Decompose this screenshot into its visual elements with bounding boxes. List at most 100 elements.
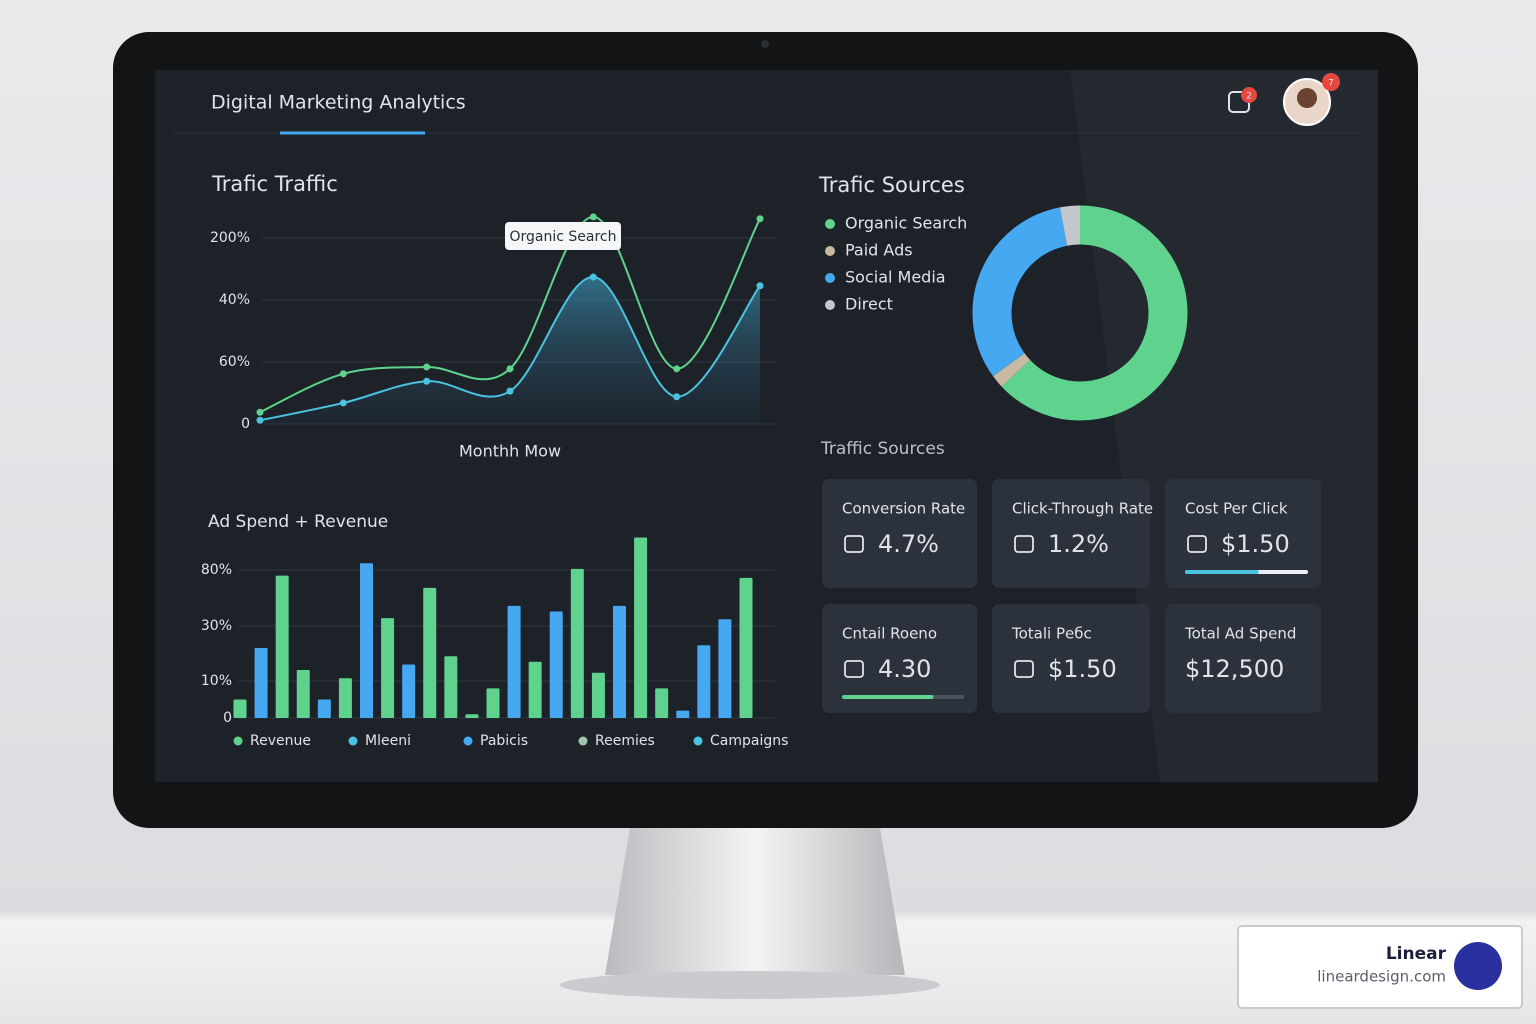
bar — [613, 605, 626, 718]
donut-slice — [1001, 205, 1188, 421]
kpi-label: Total Ad Spend — [1184, 625, 1296, 643]
legend-label: Pabicis — [480, 733, 528, 749]
bar — [697, 645, 711, 718]
tooltip — [505, 222, 621, 250]
watermark-logo — [1454, 942, 1502, 990]
kpi-value: 4.30 — [878, 655, 931, 683]
watermark-brand: Linear — [1386, 944, 1447, 964]
stand-base — [560, 971, 940, 999]
dashboard: Trafic Traffic 0 60% 40% 200% Monthh Mow Organ… — [201, 172, 1321, 749]
bar — [317, 699, 331, 718]
point — [589, 213, 597, 221]
bar — [423, 587, 437, 718]
bar — [549, 611, 563, 718]
bar — [444, 656, 458, 718]
point — [339, 399, 347, 407]
kpi-label: Totali Pебc — [1011, 625, 1092, 643]
bar — [338, 678, 352, 718]
kpi-label: Click-Through Rate — [1012, 500, 1153, 518]
kpi-label: Cntail Roeno — [842, 625, 937, 643]
kpi-icon — [1014, 660, 1034, 678]
bar — [570, 568, 584, 718]
kpi-card — [992, 604, 1150, 713]
bar — [634, 537, 648, 718]
donut-slice — [972, 207, 1068, 377]
legend-label: Paid Ads — [845, 241, 913, 260]
bar — [465, 714, 479, 718]
y-tick-label: 200% — [210, 230, 250, 246]
app-title: Digital Marketing Analytics — [211, 92, 466, 114]
bar — [402, 664, 416, 718]
point — [673, 365, 681, 373]
bar — [254, 648, 268, 718]
donut-slice — [1059, 205, 1081, 246]
legend-dot — [693, 736, 703, 746]
point — [423, 363, 431, 371]
bar — [739, 577, 753, 718]
kpi-value: $1.50 — [1221, 530, 1290, 558]
legend-dot — [578, 736, 588, 746]
avatar-badge — [1322, 73, 1340, 91]
bar — [591, 672, 605, 718]
badge-text: 7 — [1328, 79, 1334, 89]
kpi-label: Conversion Rate — [842, 500, 965, 518]
progress-bar — [1185, 570, 1259, 574]
section-caption: Traffic Sources — [820, 439, 945, 459]
stand-neck — [605, 828, 905, 975]
point — [423, 377, 431, 385]
legend-label: Direct — [845, 295, 893, 314]
watermark-site: lineardesign.com — [1317, 968, 1446, 986]
legend-dot — [348, 736, 358, 746]
notification-badge — [1241, 87, 1257, 103]
kpi-card — [822, 479, 977, 588]
legend-dot — [825, 219, 835, 229]
bar — [718, 619, 732, 718]
x-axis-label: Monthh Mow — [459, 442, 561, 461]
y-tick-label: 30% — [201, 618, 232, 634]
legend-label: Campaigns — [710, 733, 788, 749]
bar — [360, 563, 373, 718]
kpi-value: $1.50 — [1048, 655, 1117, 683]
legend-dot — [825, 273, 835, 283]
bar — [486, 688, 500, 718]
point — [256, 416, 264, 424]
kpi-label: Cost Per Click — [1185, 500, 1288, 518]
point — [756, 215, 764, 223]
legend-label: Reemies — [595, 733, 655, 749]
kpi-card — [822, 604, 977, 713]
legend-label: Social Media — [845, 268, 946, 287]
bar — [233, 699, 247, 718]
kpi-icon — [844, 535, 864, 553]
badge-text: 2 — [1246, 92, 1252, 102]
watermark-box — [1237, 925, 1523, 1009]
kpi-icon — [1187, 535, 1207, 553]
y-tick-label: 10% — [201, 673, 232, 689]
point — [673, 393, 681, 401]
bar — [275, 575, 289, 718]
y-tick-label: 40% — [219, 292, 250, 308]
kpi-icon — [844, 660, 864, 678]
y-tick-label: 60% — [219, 354, 250, 370]
y-tick-label: 80% — [201, 562, 232, 578]
legend-dot — [825, 246, 835, 256]
line — [259, 215, 761, 414]
kpi-card — [992, 479, 1150, 588]
legend-label: Mleeni — [365, 733, 411, 749]
legend-label: Revenue — [250, 733, 311, 749]
point — [339, 370, 347, 378]
bar — [507, 605, 521, 718]
legend-dot — [233, 736, 243, 746]
kpi-value: $12,500 — [1185, 655, 1284, 683]
chart-title: Trafic Traffic — [211, 172, 338, 196]
point — [756, 282, 764, 290]
point — [506, 387, 514, 395]
bar — [655, 688, 669, 718]
kpi-value: 4.7% — [878, 530, 939, 558]
bar — [528, 661, 542, 718]
bar — [296, 670, 310, 718]
bar — [381, 618, 395, 718]
legend-dot — [463, 736, 473, 746]
legend-label: Organic Search — [845, 214, 967, 233]
kpi-icon — [1014, 535, 1034, 553]
